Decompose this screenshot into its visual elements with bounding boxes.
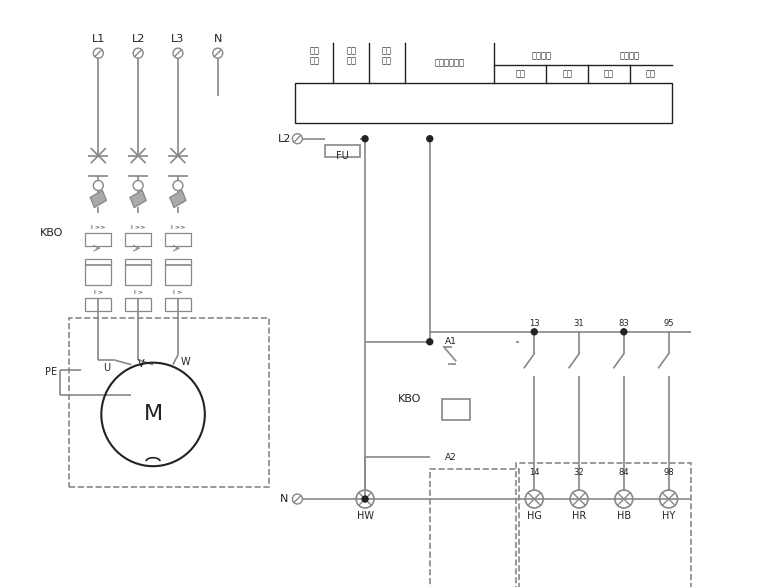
Text: M: M xyxy=(144,405,163,425)
Text: A1: A1 xyxy=(445,338,457,346)
Text: 84: 84 xyxy=(619,467,629,477)
Polygon shape xyxy=(90,191,106,208)
Circle shape xyxy=(427,136,432,142)
Bar xyxy=(296,83,672,123)
Text: 95: 95 xyxy=(663,319,674,328)
Text: 二次
电源: 二次 电源 xyxy=(309,46,319,66)
Bar xyxy=(516,463,691,588)
Bar xyxy=(125,233,151,246)
Text: W: W xyxy=(181,357,191,367)
Text: 32: 32 xyxy=(574,467,584,477)
Polygon shape xyxy=(170,191,186,208)
Text: 就地手动控制: 就地手动控制 xyxy=(435,59,464,68)
Text: 31: 31 xyxy=(574,319,584,328)
Text: HG: HG xyxy=(527,511,542,521)
Bar xyxy=(165,298,191,311)
Text: 13: 13 xyxy=(529,319,540,328)
Circle shape xyxy=(531,329,537,335)
Text: N: N xyxy=(214,34,222,44)
Text: HW: HW xyxy=(356,511,374,521)
Text: HR: HR xyxy=(572,511,586,521)
Text: L2: L2 xyxy=(131,34,145,44)
Text: N: N xyxy=(280,494,289,504)
Text: I >: I > xyxy=(134,289,143,295)
Polygon shape xyxy=(130,191,146,208)
Text: L1: L1 xyxy=(92,34,105,44)
Bar xyxy=(325,145,360,156)
Text: I >: I > xyxy=(173,289,182,295)
Text: A2: A2 xyxy=(445,453,457,462)
Text: 停止: 停止 xyxy=(562,69,572,79)
Text: I >: I > xyxy=(93,289,103,295)
Bar xyxy=(165,259,191,285)
Circle shape xyxy=(621,329,627,335)
Text: 98: 98 xyxy=(663,467,674,477)
Text: V: V xyxy=(138,359,144,369)
Circle shape xyxy=(362,136,368,142)
Bar xyxy=(85,233,111,246)
Bar xyxy=(125,298,151,311)
Text: HY: HY xyxy=(662,511,675,521)
Bar xyxy=(125,259,151,285)
Bar xyxy=(85,259,111,285)
Text: I >>: I >> xyxy=(131,225,145,230)
Text: 运行: 运行 xyxy=(515,69,525,79)
Bar xyxy=(429,469,519,588)
Text: 辅助信号: 辅助信号 xyxy=(531,52,551,61)
Text: KBO: KBO xyxy=(398,395,422,405)
Text: 14: 14 xyxy=(529,467,540,477)
Text: 信号报警: 信号报警 xyxy=(620,52,640,61)
Text: HB: HB xyxy=(617,511,631,521)
Text: L3: L3 xyxy=(171,34,185,44)
Bar xyxy=(165,233,191,246)
Text: 电源
信号: 电源 信号 xyxy=(382,46,392,66)
Text: 故障: 故障 xyxy=(646,69,656,79)
Text: I >>: I >> xyxy=(171,225,185,230)
Text: 等待: 等待 xyxy=(604,69,614,79)
Text: U: U xyxy=(103,363,110,373)
Text: KBO: KBO xyxy=(40,228,63,238)
Text: 83: 83 xyxy=(619,319,629,328)
Text: L2: L2 xyxy=(277,133,291,143)
Circle shape xyxy=(362,496,368,502)
Circle shape xyxy=(427,339,432,345)
Text: PE: PE xyxy=(46,367,58,377)
Bar xyxy=(69,318,268,487)
Text: I >>: I >> xyxy=(91,225,106,230)
Text: 电源
保护: 电源 保护 xyxy=(346,46,356,66)
Text: FU: FU xyxy=(336,151,349,161)
Bar xyxy=(442,399,470,420)
Bar xyxy=(85,298,111,311)
